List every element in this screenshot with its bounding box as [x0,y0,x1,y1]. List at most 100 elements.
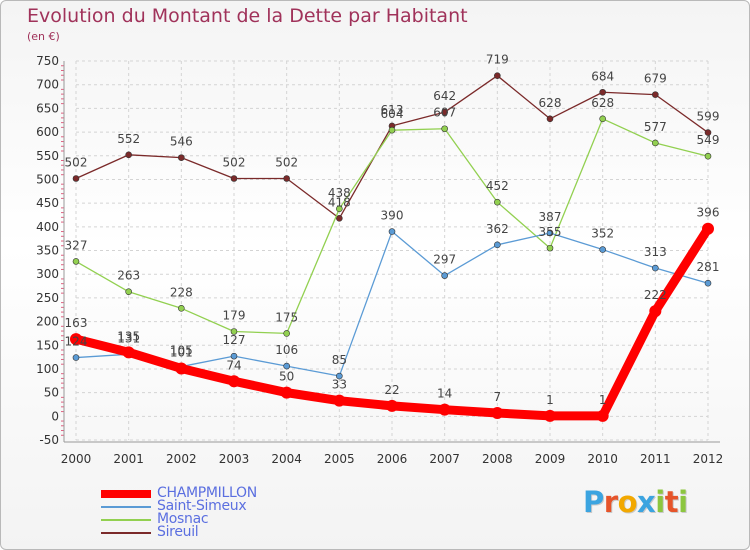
legend-label: Mosnac [157,511,209,527]
data-label: 355 [539,225,562,239]
logo-letter: o [617,485,638,519]
data-label: 179 [223,309,246,323]
data-point [649,305,662,318]
data-point [70,333,82,346]
legend-swatch [101,519,151,521]
data-label: 549 [697,133,720,147]
data-label: 679 [644,72,667,86]
data-label: 628 [539,96,562,110]
data-point [704,129,712,136]
data-point [336,372,343,380]
data-label: 613 [381,103,404,117]
data-label: 163 [65,316,88,330]
logo-letter: t [664,485,679,519]
y-tick-label: 650 [36,101,59,115]
data-label: 131 [117,331,140,345]
data-label: 502 [65,155,88,169]
data-label: 1 [546,393,554,407]
data-label: 50 [279,370,294,384]
legend-swatch [101,490,151,498]
x-tick-label: 2001 [113,452,144,466]
data-point [122,346,135,359]
data-label: 684 [591,69,614,83]
logo-letter: r [603,485,618,519]
data-point [702,222,714,235]
data-point [652,91,659,98]
y-tick-label: 550 [36,149,59,163]
data-label: 628 [591,96,614,110]
data-point [438,403,451,416]
y-tick-label: 400 [36,220,59,234]
y-tick-label: 150 [36,338,59,352]
data-label: 228 [170,285,193,299]
y-tick-label: 200 [36,315,59,329]
data-point [388,126,396,134]
legend-label: Sireuil [157,524,199,540]
logo-letter: i [678,485,688,519]
data-label: 552 [117,132,140,146]
logo-letter: i [655,485,665,519]
y-tick-label: 250 [36,291,59,305]
x-tick-label: 2006 [377,452,408,466]
data-label: 281 [697,260,720,274]
data-label: 396 [697,206,720,220]
x-tick-label: 2007 [429,452,460,466]
data-point [546,229,554,237]
data-point [441,125,448,133]
data-point [333,394,346,407]
data-point [388,228,396,235]
y-tick-label: 450 [36,196,59,210]
data-label: 1 [599,393,607,407]
data-point [280,386,293,399]
data-label: 719 [486,53,509,67]
data-label: 7 [494,390,502,404]
data-label: 327 [65,238,88,252]
x-tick-label: 2012 [693,452,724,466]
data-point [230,328,238,335]
data-point [283,175,290,182]
y-tick-label: 50 [44,386,59,400]
data-label: 263 [117,269,140,283]
data-label: 452 [486,179,509,193]
data-point [72,258,80,265]
data-point [125,151,132,159]
data-label: 127 [223,333,246,347]
data-point [494,241,501,249]
data-label: 604 [381,107,404,121]
data-label: 438 [328,186,351,200]
legend-swatch [101,532,151,534]
data-point [704,279,712,287]
data-label: 418 [328,195,351,209]
data-point [441,272,448,279]
data-label: 387 [539,210,562,224]
y-tick-label: 0 [51,409,59,423]
x-tick-label: 2005 [324,452,355,466]
legend-label: Saint-Simeux [157,498,247,514]
data-label: 85 [332,353,347,367]
data-label: 599 [697,110,720,124]
data-labels: 163 135 101 74 50 33 22 14 7 1 1 222 396 124 131 105 127… [65,53,720,407]
data-label: 607 [433,106,456,120]
data-label: 313 [644,245,667,259]
data-point [596,409,609,422]
x-tick-label: 2003 [219,452,250,466]
data-point [386,399,398,412]
data-point [599,115,606,123]
data-label: 577 [644,120,667,134]
data-point [494,198,501,206]
data-point [72,175,80,182]
data-label: 124 [65,335,88,349]
data-label: 175 [275,310,298,324]
data-point [599,88,606,96]
chart-title: Evolution du Montant de la Dette par Hab… [27,5,468,27]
data-label: 502 [275,155,298,169]
y-tick-label: 300 [36,267,59,281]
x-tick-label: 2009 [535,452,566,466]
data-label: 106 [275,343,298,357]
data-point [544,409,556,422]
data-label: 546 [170,135,193,149]
data-point [230,175,238,182]
x-tick-label: 2004 [271,452,302,466]
data-label: 101 [170,345,193,359]
data-label: 642 [433,89,456,103]
